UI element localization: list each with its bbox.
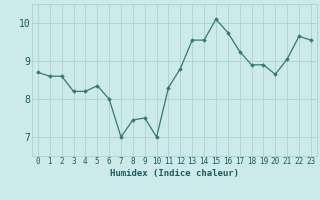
X-axis label: Humidex (Indice chaleur): Humidex (Indice chaleur) [110,169,239,178]
